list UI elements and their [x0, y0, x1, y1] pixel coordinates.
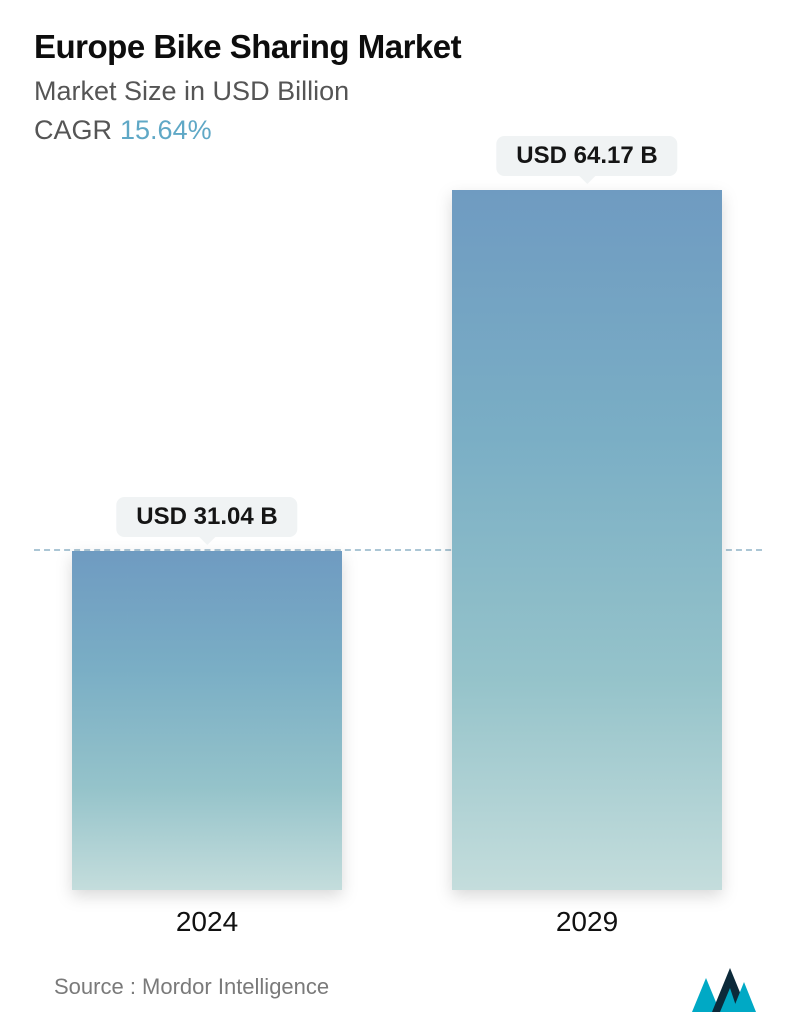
bar	[452, 190, 722, 890]
plot-area: USD 31.04 B2024 USD 64.17 B2029	[34, 190, 762, 890]
chart-subtitle: Market Size in USD Billion	[34, 76, 762, 107]
x-axis-label: 2029	[556, 906, 618, 938]
cagr-value: 15.64%	[120, 115, 212, 145]
logo-icon	[692, 968, 756, 1012]
bar-fill	[72, 551, 342, 890]
bar-group: USD 31.04 B2024	[72, 551, 342, 890]
bar-group: USD 64.17 B2029	[452, 190, 722, 890]
chart-title: Europe Bike Sharing Market	[34, 28, 762, 66]
chart-card: Europe Bike Sharing Market Market Size i…	[0, 0, 796, 1034]
value-label: USD 31.04 B	[116, 497, 297, 537]
cagr-label: CAGR	[34, 115, 112, 145]
source-attribution: Source : Mordor Intelligence	[54, 974, 329, 1000]
brand-logo	[692, 968, 756, 1012]
bar	[72, 551, 342, 890]
bar-fill	[452, 190, 722, 890]
x-axis-label: 2024	[176, 906, 238, 938]
value-label: USD 64.17 B	[496, 136, 677, 176]
